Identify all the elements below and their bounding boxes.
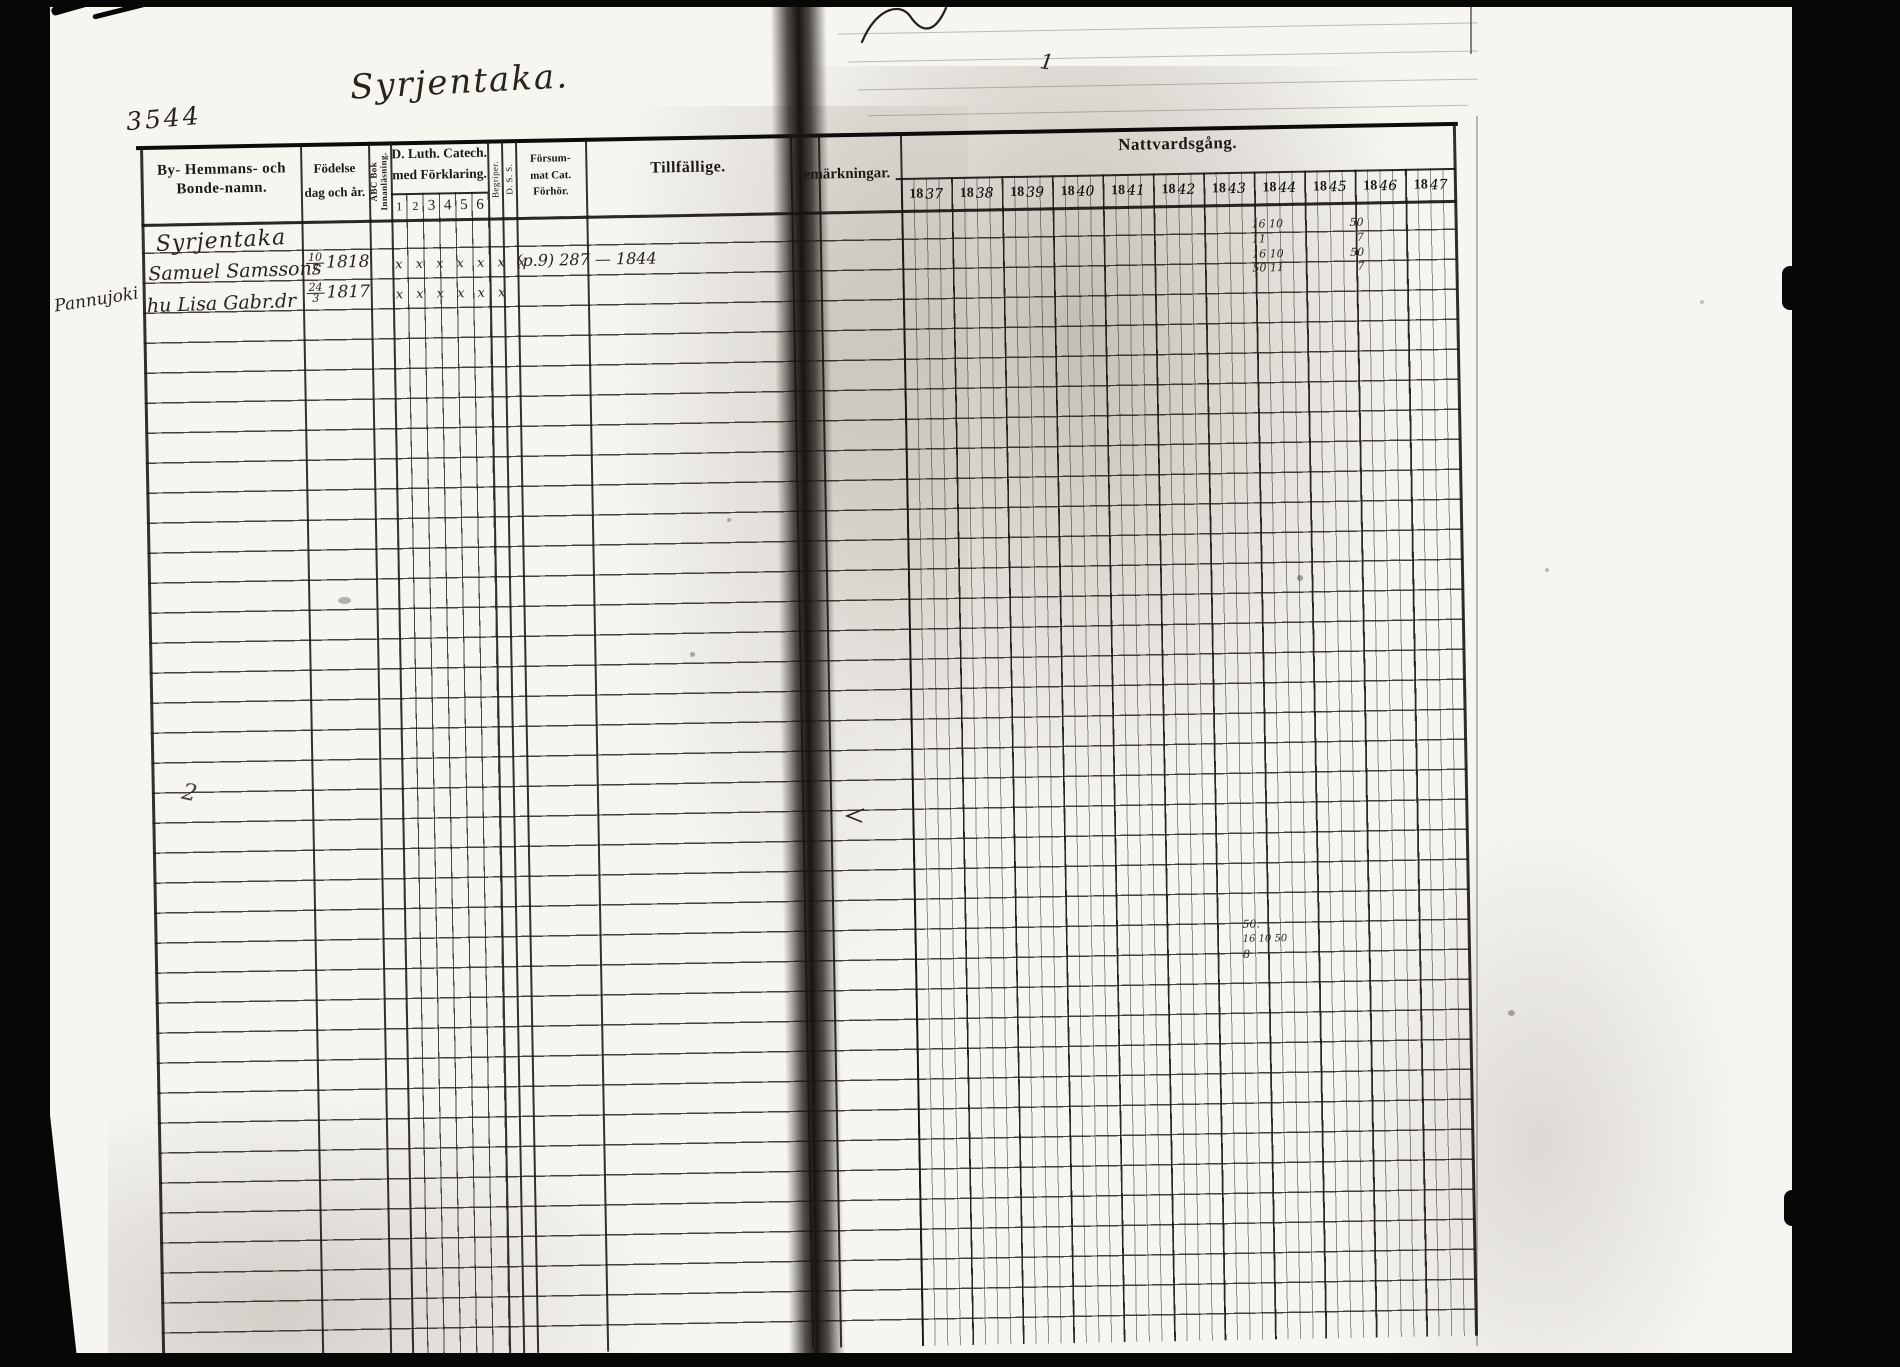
year-handwritten: 44 (1278, 179, 1297, 196)
year-header-1839: 18 39 (1002, 176, 1053, 208)
catechism-col-5: 5 (459, 196, 468, 213)
year-handwritten: 43 (1227, 180, 1246, 197)
year-printed: 18 (1060, 183, 1075, 199)
year-printed: 18 (1312, 178, 1328, 195)
tally-line: 16 10 50 (1251, 215, 1364, 231)
birth-day-month-fraction: 10 7 (305, 250, 325, 275)
year-handwritten: 47 (1429, 176, 1448, 193)
year-handwritten: 37 (925, 185, 944, 203)
ink-check-mark (844, 808, 865, 823)
column-header-tillfallige: Tillfällige. (650, 158, 726, 177)
year-handwritten: 42 (1177, 181, 1196, 198)
year-printed: 18 (1161, 181, 1176, 197)
year-header-1838: 18 38 (951, 177, 1002, 209)
scan-notch (1784, 1190, 1796, 1226)
catechism-col-6: 6 (476, 196, 484, 213)
year-header-1846: 18 46 (1355, 170, 1406, 202)
year-printed: 18 (1211, 180, 1227, 196)
show-through-line (868, 104, 1468, 117)
communion-tally-upper: 16 10 50 11 7 16 10 50 50 11 7 (1251, 215, 1370, 276)
show-through-line (848, 50, 1478, 63)
catechism-marks: x x x x x x x (395, 254, 530, 273)
year-header-1844: 18 44 (1254, 172, 1305, 204)
tally-line: 8 (1242, 947, 1251, 961)
scan-border-right (1792, 0, 1900, 1367)
communion-grid (900, 167, 1478, 1346)
catechism-col-4: 4 (443, 196, 452, 213)
year-printed: 18 (909, 186, 924, 202)
column-header-dss: D. S. S. (503, 163, 514, 195)
tally-line: 50. (1242, 917, 1261, 931)
year-printed: 18 (1010, 184, 1025, 200)
birth-day-month-fraction: 24 3 (306, 280, 325, 305)
year-printed: 18 (1363, 177, 1378, 194)
year-handwritten: 45 (1328, 178, 1347, 195)
catechism-col-2: 2 (412, 198, 419, 213)
year-handwritten: 39 (1026, 183, 1045, 201)
year-header-1845: 18 45 (1304, 171, 1355, 203)
year-printed: 18 (1110, 182, 1126, 198)
page-edge-line (1470, 6, 1472, 54)
tally-line: 50 11 7 (1252, 259, 1365, 276)
ink-speck (1545, 568, 1549, 572)
year-printed: 18 (1262, 179, 1277, 195)
column-header-catechism: D. Luth. Catech. med Förklaring. (391, 144, 488, 183)
year-handwritten: 40 (1076, 183, 1095, 200)
year-printed: 18 (1413, 176, 1428, 193)
catechism-marks: x x x x x x (395, 285, 511, 303)
tally-line: 16 10 50 (1242, 932, 1288, 945)
scan-border-top (0, 0, 1900, 7)
year-header-1840: 18 40 (1052, 175, 1103, 207)
year-printed: 18 (959, 185, 974, 201)
year-header-1841: 18 41 (1103, 174, 1154, 206)
year-header-1842: 18 42 (1153, 174, 1204, 206)
year-header-1837: 18 37 (901, 178, 952, 210)
column-header-forsummat: Försum- mat Cat. Förhör. (530, 152, 572, 198)
year-header-1843: 18 43 (1203, 173, 1254, 205)
catechism-col-3: 3 (427, 197, 436, 214)
ink-speck (1508, 1010, 1515, 1016)
scan-notch (1782, 266, 1796, 310)
column-header-name: By- Hemmans- och Bonde-namn. (156, 160, 287, 198)
catechism-column-numbers: 1 2 3 4 5 6 (391, 192, 488, 220)
year-handwritten: 46 (1379, 177, 1398, 194)
year-header-1847: 18 47 (1405, 169, 1456, 201)
ink-flourish (860, 6, 948, 44)
column-header-birth: Födelse dag och år. (304, 160, 366, 201)
entry-note: (p.9) 287 — 1844 (515, 248, 657, 271)
tally-line: 16 10 50 (1252, 245, 1365, 261)
entry-birthdate: 24 3 1817 (306, 280, 371, 305)
year-handwritten: 38 (975, 184, 994, 202)
ink-speck (1700, 300, 1704, 304)
catechism-col-1: 1 (396, 198, 403, 213)
scan-border-bottom (0, 1353, 1900, 1367)
column-header-abc: ABC Bok Innanläsning. (368, 152, 390, 211)
year-handwritten: 41 (1126, 182, 1146, 199)
show-through-line (858, 78, 1478, 91)
entry-birthdate: 10 7 1818 (305, 250, 370, 275)
communion-tally-lower: 50. 16 10 50 8 (1242, 917, 1287, 962)
page-edge-line (1476, 116, 1478, 1346)
